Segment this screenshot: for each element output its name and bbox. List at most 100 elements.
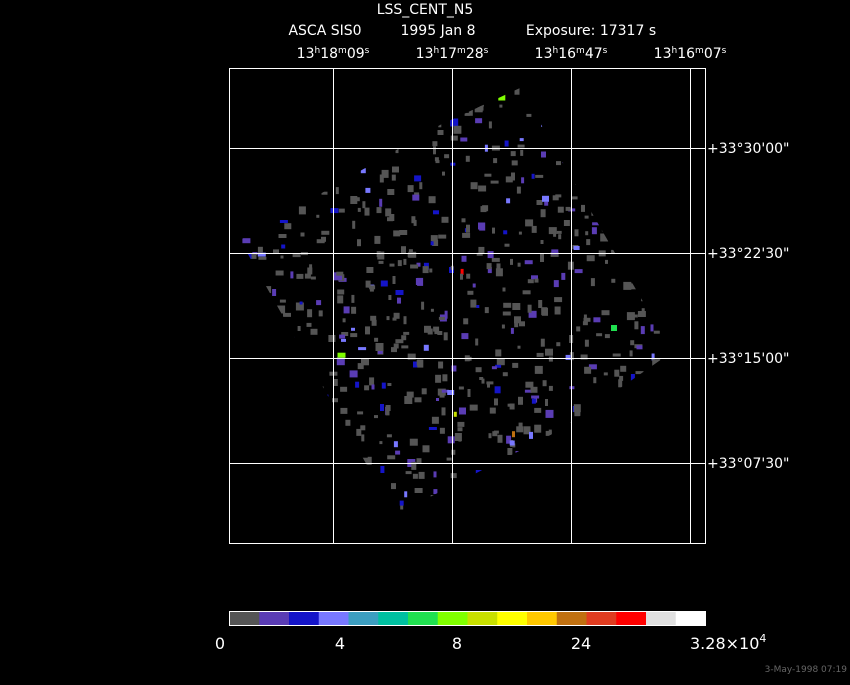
ra-value: 16 <box>677 46 695 62</box>
pixel <box>395 339 404 344</box>
pixel <box>450 473 457 479</box>
pixel <box>376 207 382 214</box>
pixel <box>280 449 286 456</box>
pixel <box>554 306 561 315</box>
pixel <box>244 348 248 352</box>
pixel <box>588 364 597 370</box>
pixel <box>284 462 291 467</box>
colorbar-cell <box>408 611 439 625</box>
pixel <box>556 127 561 135</box>
pixel <box>250 88 254 95</box>
pixel <box>671 161 672 169</box>
pixel <box>503 489 509 493</box>
pixel <box>318 449 326 453</box>
pixel <box>411 461 417 470</box>
pixel <box>501 473 506 481</box>
pixel <box>242 465 249 473</box>
pixel <box>518 422 523 427</box>
pixel <box>306 322 312 327</box>
pixel <box>317 498 322 503</box>
pixel <box>521 177 525 184</box>
pixel <box>612 98 621 105</box>
pixel <box>323 493 326 502</box>
coordinate-grid <box>229 68 705 543</box>
pixel <box>586 255 595 262</box>
pixel <box>490 489 497 496</box>
pixel <box>582 95 587 103</box>
pixel <box>287 451 291 456</box>
pixel <box>487 383 490 388</box>
pixel <box>661 432 665 437</box>
pixel <box>412 194 420 201</box>
colorbar-label: 4 <box>335 634 345 653</box>
pixel <box>571 196 578 200</box>
pixel <box>269 388 277 396</box>
exponent: 4 <box>759 632 766 645</box>
pixel <box>391 483 396 490</box>
pixel <box>245 282 251 290</box>
pixel <box>361 505 369 514</box>
pixel <box>506 198 511 204</box>
pixel <box>629 314 638 318</box>
pixel <box>596 333 603 337</box>
pixel <box>585 196 594 201</box>
pixel <box>605 259 608 264</box>
pixel <box>309 175 317 179</box>
pixel <box>288 109 296 116</box>
pixel <box>612 394 620 398</box>
pixel <box>240 339 243 348</box>
pixel <box>553 233 557 237</box>
dec-label: +33°15'00" <box>707 351 789 367</box>
pixel <box>399 230 408 235</box>
pixel <box>670 448 672 457</box>
pixel <box>526 113 532 117</box>
pixel <box>304 273 311 279</box>
pixel <box>545 348 553 356</box>
pixel <box>257 418 266 426</box>
pixel <box>475 118 483 124</box>
ra-value: 47 <box>585 46 603 62</box>
pixel <box>316 300 322 306</box>
pixel <box>600 233 609 242</box>
pixel <box>514 316 521 324</box>
pixel <box>244 506 253 513</box>
pixel <box>620 243 625 250</box>
pixel <box>661 186 666 191</box>
pixel <box>361 358 369 366</box>
pixel <box>342 318 346 323</box>
pixel <box>449 267 454 273</box>
pixel <box>502 372 508 377</box>
colorbar-cell <box>229 611 260 625</box>
pixel <box>257 252 266 257</box>
pixel <box>295 302 304 311</box>
pixel <box>578 483 587 490</box>
pixel <box>643 116 651 123</box>
pixel <box>639 415 645 418</box>
pixel <box>401 246 406 254</box>
pixel <box>272 351 276 357</box>
pixel <box>369 377 375 386</box>
pixel <box>461 218 466 223</box>
pixel <box>476 252 483 256</box>
colorbar-cell <box>675 611 706 625</box>
pixel <box>580 446 586 451</box>
pixel <box>675 465 682 468</box>
pixel <box>601 145 606 151</box>
pixel <box>545 451 551 459</box>
pixel <box>521 451 528 459</box>
sky-image <box>240 88 682 515</box>
pixel <box>375 343 384 351</box>
pixel <box>457 427 463 432</box>
pixel <box>509 403 515 410</box>
pixel <box>355 381 360 388</box>
pixel <box>620 253 624 261</box>
ra-value: 13 <box>654 46 672 62</box>
pixel <box>414 192 420 197</box>
pixel <box>326 465 334 469</box>
pixel <box>660 129 668 133</box>
pixel <box>432 141 438 147</box>
pixel <box>248 187 253 195</box>
pixel <box>441 216 449 223</box>
pixel <box>294 399 300 404</box>
pixel <box>625 425 632 434</box>
